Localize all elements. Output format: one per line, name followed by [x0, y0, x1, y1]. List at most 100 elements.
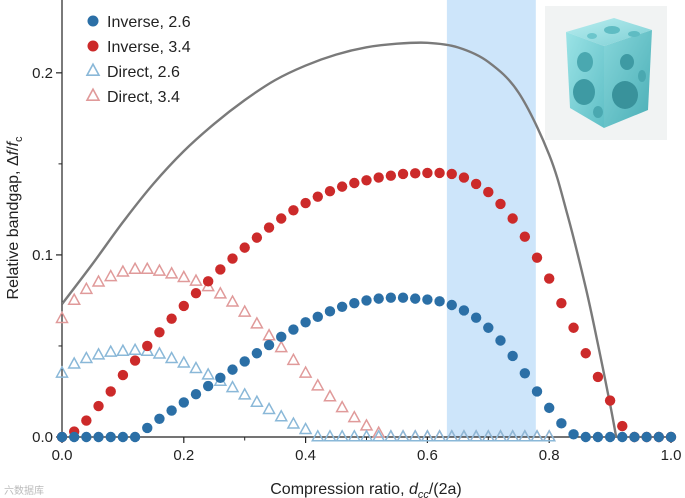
data-point — [55, 365, 69, 378]
bandgap-curve — [62, 41, 618, 437]
x-axis-title: Compression ratio, dcc/(2a) — [270, 481, 462, 498]
data-point — [629, 431, 640, 443]
data-point — [129, 431, 141, 443]
data-point — [116, 343, 130, 356]
data-point — [434, 167, 445, 179]
data-point — [189, 360, 203, 374]
data-point — [568, 429, 579, 440]
legend-entry: Inverse, 3.4 — [87, 39, 191, 56]
x-tick-label: 0.0 — [52, 447, 73, 464]
data-point — [359, 429, 374, 442]
data-point — [251, 232, 263, 243]
x-tick-label: 0.4 — [295, 447, 316, 464]
data-point — [105, 431, 116, 443]
data-point — [274, 409, 289, 422]
data-point — [178, 300, 189, 312]
x-tick-label: 0.6 — [417, 447, 438, 464]
x-tick-label: 0.2 — [173, 447, 194, 464]
x-tick-label: 1.0 — [661, 447, 682, 464]
data-point — [177, 269, 191, 283]
data-point — [68, 431, 80, 443]
data-point — [286, 416, 301, 429]
legend-label: Direct, 3.4 — [107, 89, 180, 106]
data-point — [274, 340, 289, 353]
data-point — [117, 431, 129, 443]
data-point — [152, 263, 167, 276]
data-point — [518, 429, 532, 442]
data-point — [116, 264, 130, 277]
data-point — [408, 429, 422, 442]
data-point — [483, 186, 494, 198]
data-point — [385, 292, 397, 303]
data-point — [324, 306, 336, 317]
data-point — [470, 178, 482, 190]
data-point — [142, 422, 153, 434]
data-point — [67, 356, 81, 369]
data-point — [177, 355, 191, 368]
data-point — [604, 395, 616, 406]
data-point — [507, 350, 518, 362]
data-point — [420, 429, 435, 442]
data-point — [457, 429, 471, 442]
data-point — [422, 294, 433, 305]
data-point — [276, 213, 287, 224]
data-point — [56, 431, 68, 443]
data-point — [324, 185, 336, 197]
data-point — [580, 348, 591, 359]
data-point — [361, 175, 372, 186]
data-point — [434, 296, 445, 307]
data-point — [298, 365, 313, 378]
data-point — [373, 172, 384, 183]
data-point — [483, 322, 494, 333]
data-point — [519, 231, 531, 242]
data-point — [444, 429, 459, 442]
data-point — [142, 340, 153, 352]
highlight-band — [446, 0, 536, 437]
data-point — [154, 413, 165, 424]
data-point — [164, 266, 179, 279]
data-point — [495, 198, 506, 210]
data-point — [371, 429, 386, 442]
data-point — [458, 172, 470, 183]
data-point — [225, 380, 240, 393]
data-point — [215, 372, 226, 384]
data-point — [542, 429, 556, 442]
data-point — [79, 281, 94, 295]
data-point — [178, 397, 189, 408]
data-point — [544, 402, 555, 414]
data-point — [250, 316, 264, 329]
data-point — [604, 431, 616, 443]
data-point — [300, 317, 311, 328]
data-point — [323, 429, 337, 442]
data-point — [653, 431, 665, 443]
data-point — [276, 331, 287, 343]
data-point — [140, 261, 155, 275]
data-point — [469, 429, 483, 442]
data-point — [117, 369, 129, 381]
data-point — [397, 168, 409, 180]
data-point — [286, 352, 301, 366]
data-point — [396, 429, 410, 442]
legend-marker — [87, 15, 99, 27]
data-point — [215, 264, 226, 275]
inset-cube-photo — [545, 6, 667, 140]
data-point — [410, 168, 421, 179]
data-point — [446, 299, 457, 311]
data-point — [164, 350, 179, 364]
data-point — [397, 292, 409, 303]
data-point — [262, 328, 276, 341]
data-point — [347, 410, 362, 423]
legend-label: Inverse, 2.6 — [107, 14, 191, 31]
data-point — [359, 418, 374, 431]
x-tick-label: 0.8 — [539, 447, 560, 464]
legend-marker — [87, 40, 99, 52]
data-point — [250, 394, 264, 407]
data-point — [152, 346, 167, 359]
data-point — [91, 347, 106, 360]
data-point — [190, 389, 202, 400]
data-point — [384, 429, 398, 442]
data-point — [312, 191, 323, 202]
watermark: 六数据库 — [4, 484, 44, 497]
data-point — [91, 274, 106, 287]
y-tick-label: 0.0 — [32, 429, 53, 446]
